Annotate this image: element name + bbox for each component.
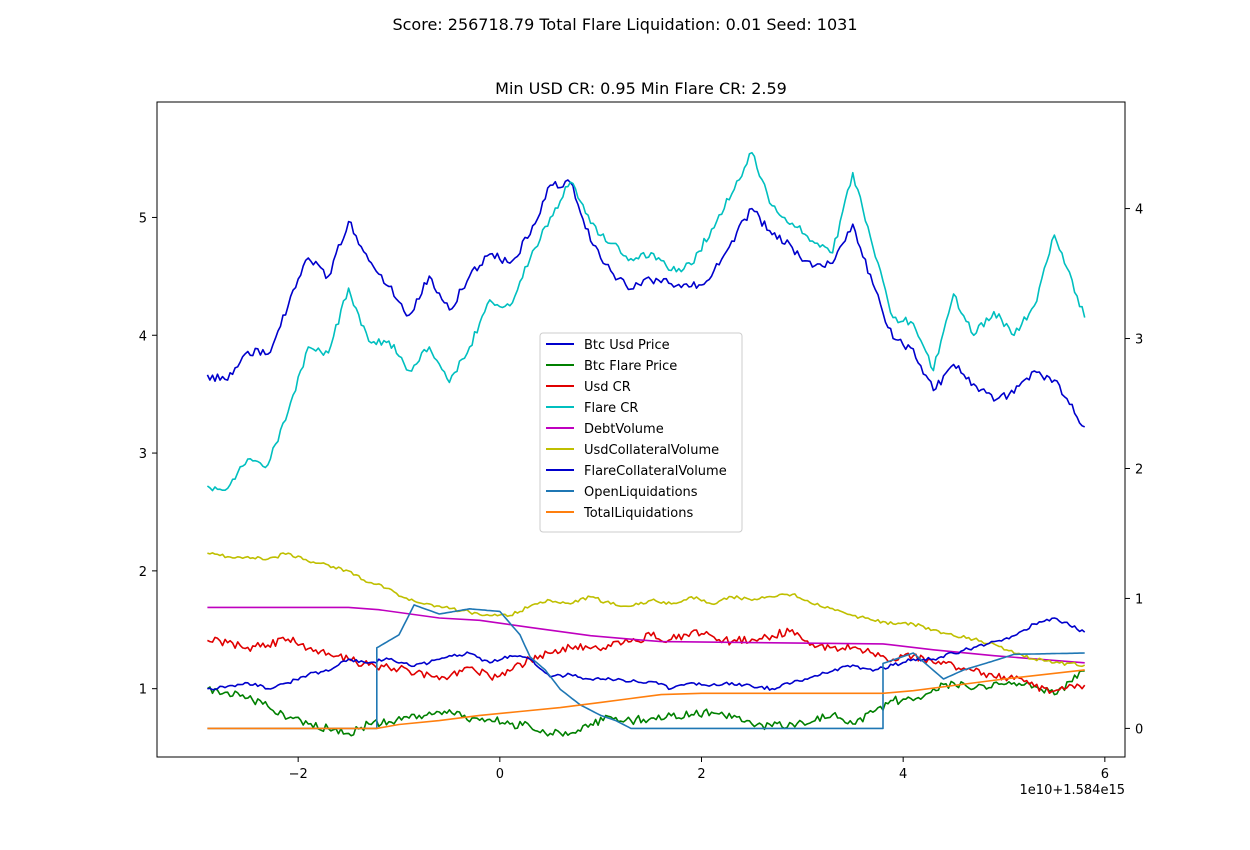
series-line-totalliquidations <box>207 669 1085 730</box>
y-left-tick-label: 2 <box>139 565 147 580</box>
x-tick-label: −2 <box>289 767 308 782</box>
series-line-usd-cr <box>207 627 1086 694</box>
y-right-tick-label: 2 <box>1135 462 1143 477</box>
y-left-tick-label: 3 <box>139 447 147 462</box>
axes-title: Min USD CR: 0.95 Min Flare CR: 2.59 <box>495 79 787 98</box>
x-tick-label: 6 <box>1101 767 1109 782</box>
series-line-btc-flare-price <box>206 670 1085 737</box>
y-left-tick-label: 4 <box>139 329 147 344</box>
y-right-tick-label: 3 <box>1135 333 1143 348</box>
legend-label-totalliquidations: TotalLiquidations <box>583 506 693 521</box>
legend-box <box>539 332 743 533</box>
axes-frame <box>156 101 1126 758</box>
legend-label-flare-cr: Flare CR <box>584 401 638 416</box>
x-tick-label: 0 <box>496 767 504 782</box>
series-line-debtvolume <box>207 606 1085 664</box>
figure-suptitle: Score: 256718.79 Total Flare Liquidation… <box>392 15 857 34</box>
x-offset-label: 1e10+1.584e15 <box>1020 783 1125 798</box>
legend-label-flarecollateralvolume: FlareCollateralVolume <box>584 464 727 479</box>
series-line-flare-cr <box>206 151 1086 492</box>
x-tick-label: 4 <box>899 767 907 782</box>
legend-label-usdcollateralvolume: UsdCollateralVolume <box>584 443 719 458</box>
series-line-usdcollateralvolume <box>207 552 1086 668</box>
series-line-btc-usd-price <box>206 179 1086 428</box>
y-right-tick-label: 1 <box>1135 592 1143 607</box>
y-left-tick-label: 5 <box>139 211 147 226</box>
plot-lines <box>206 151 1086 737</box>
legend-label-btc-usd-price: Btc Usd Price <box>584 338 670 353</box>
y-right-tick-label: 4 <box>1135 203 1143 218</box>
legend: Btc Usd Price Btc Flare Price Usd CR Flare … <box>539 332 743 533</box>
axis-ticks: −2 0 2 4 6 1 2 3 4 5 0 1 2 3 4 <box>139 203 1144 782</box>
x-tick-label: 2 <box>697 767 705 782</box>
y-left-tick-label: 1 <box>139 683 147 698</box>
legend-label-usd-cr: Usd CR <box>584 380 631 395</box>
series-line-flarecollateralvolume <box>207 617 1086 691</box>
legend-label-btc-flare-price: Btc Flare Price <box>584 359 677 374</box>
y-right-tick-label: 0 <box>1135 722 1143 737</box>
legend-label-openliquidations: OpenLiquidations <box>584 485 698 500</box>
legend-label-debtvolume: DebtVolume <box>584 422 664 437</box>
